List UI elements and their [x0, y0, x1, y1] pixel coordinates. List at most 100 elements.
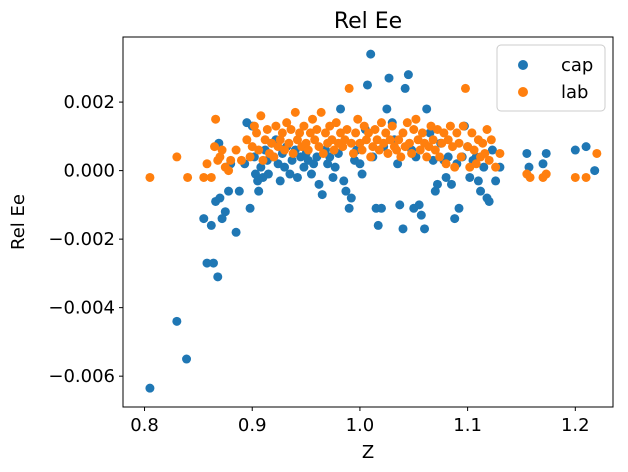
y-tick-label: −0.006	[48, 366, 115, 387]
data-point-lab	[409, 125, 419, 134]
y-tick-label: 0.002	[63, 92, 115, 113]
data-point-lab	[359, 121, 369, 131]
legend: cap lab	[496, 44, 606, 112]
data-point-lab	[206, 172, 216, 182]
data-point-lab	[231, 145, 241, 155]
data-point-cap	[581, 142, 591, 152]
data-point-lab	[357, 145, 367, 155]
data-point-cap	[491, 176, 501, 186]
legend-label-cap: cap	[561, 55, 593, 76]
y-axis-label: Rel Ee	[8, 194, 29, 250]
data-point-lab	[394, 135, 404, 145]
data-point-lab	[288, 148, 298, 158]
data-point-cap	[366, 49, 376, 59]
data-point-lab	[329, 145, 339, 155]
data-point-cap	[220, 207, 230, 217]
data-point-lab	[398, 128, 408, 138]
data-point-cap	[465, 172, 475, 182]
data-point-lab	[342, 125, 352, 134]
data-point-lab	[581, 172, 591, 182]
data-point-lab	[353, 114, 363, 124]
series-lab	[145, 83, 602, 182]
data-point-cap	[430, 186, 440, 196]
data-point-lab	[256, 111, 266, 121]
chart-title: Rel Ee	[334, 9, 402, 34]
data-point-lab	[428, 135, 438, 145]
data-point-lab	[402, 118, 412, 128]
data-point-lab	[404, 138, 414, 148]
data-point-cap	[250, 169, 260, 179]
data-point-lab	[145, 172, 155, 182]
data-point-lab	[303, 145, 313, 155]
data-point-lab	[525, 172, 535, 182]
data-point-lab	[254, 145, 264, 155]
data-point-cap	[346, 193, 356, 203]
data-point-lab	[381, 128, 391, 138]
data-point-cap	[414, 200, 424, 210]
data-point-cap	[215, 193, 225, 203]
data-point-cap	[443, 152, 453, 162]
data-point-cap	[208, 258, 218, 268]
x-tick-label: 0.9	[238, 415, 267, 436]
data-point-cap	[256, 162, 266, 172]
data-point-lab	[592, 148, 602, 158]
data-point-cap	[217, 214, 227, 224]
data-point-cap	[231, 227, 241, 237]
data-point-cap	[376, 203, 386, 213]
data-point-cap	[224, 186, 234, 196]
data-point-cap	[339, 176, 349, 186]
data-point-cap	[280, 162, 290, 172]
x-tick-label: 0.8	[130, 415, 159, 436]
data-point-lab	[469, 145, 479, 155]
data-point-lab	[392, 145, 402, 155]
data-point-lab	[295, 128, 305, 138]
data-point-lab	[211, 114, 221, 124]
data-point-lab	[224, 166, 234, 176]
data-point-cap	[317, 190, 327, 200]
data-point-cap	[487, 145, 497, 155]
data-point-lab	[320, 128, 330, 138]
data-point-lab	[226, 155, 236, 165]
data-point-lab	[456, 152, 466, 162]
data-point-lab	[495, 148, 505, 158]
data-point-cap	[384, 73, 394, 83]
data-point-lab	[361, 135, 371, 145]
data-point-lab	[570, 172, 580, 182]
data-point-lab	[478, 138, 488, 148]
data-point-cap	[199, 214, 209, 224]
x-tick-label: 1.0	[346, 415, 375, 436]
y-tick-label: −0.004	[48, 298, 115, 319]
data-point-cap	[275, 176, 285, 186]
data-point-lab	[471, 159, 481, 169]
data-point-lab	[202, 159, 212, 169]
data-point-cap	[145, 383, 155, 393]
data-point-lab	[217, 145, 227, 155]
data-point-cap	[425, 128, 435, 138]
data-point-lab	[275, 135, 285, 145]
data-point-lab	[387, 121, 397, 131]
points-layer	[145, 49, 602, 393]
data-point-cap	[357, 169, 367, 179]
data-point-lab	[460, 83, 470, 93]
data-point-cap	[446, 179, 456, 189]
data-point-lab	[331, 118, 341, 128]
data-point-lab	[199, 172, 209, 182]
data-point-cap	[263, 169, 273, 179]
data-point-lab	[351, 128, 361, 138]
data-point-lab	[467, 128, 477, 138]
data-point-lab	[441, 159, 451, 169]
data-point-cap	[182, 354, 192, 364]
data-point-cap	[382, 104, 392, 114]
data-point-lab	[422, 152, 432, 162]
data-point-lab	[277, 128, 287, 138]
data-point-lab	[236, 155, 246, 165]
data-point-lab	[271, 121, 281, 131]
x-axis: 0.8 0.9 1.0 1.1 1.2	[130, 407, 590, 436]
data-point-cap	[172, 316, 182, 326]
data-point-lab	[269, 152, 279, 162]
data-point-cap	[570, 145, 580, 155]
data-point-lab	[318, 148, 328, 158]
data-point-lab	[262, 125, 272, 134]
data-point-lab	[344, 83, 354, 93]
